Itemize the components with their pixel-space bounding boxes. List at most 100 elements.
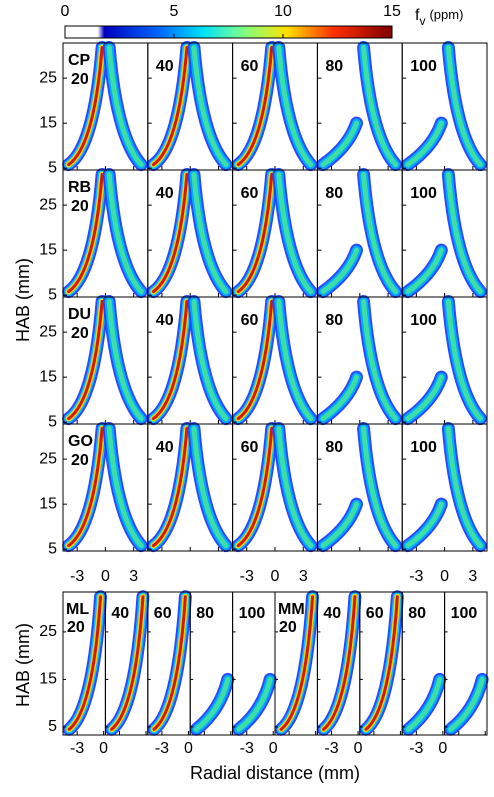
flame-layer bbox=[236, 427, 274, 548]
flame-layer bbox=[276, 172, 314, 295]
x-tick-label: 0 bbox=[438, 740, 447, 757]
panel-label: 40 bbox=[156, 439, 174, 456]
flame-layer bbox=[361, 45, 399, 168]
panel-label: 20 bbox=[71, 71, 89, 88]
panel-label: 60 bbox=[241, 439, 259, 456]
y-tick-label: 15 bbox=[39, 671, 57, 688]
flame-layer bbox=[151, 427, 189, 548]
flame-layer bbox=[151, 46, 189, 167]
x-tick-label: -3 bbox=[240, 568, 254, 585]
flame-layer bbox=[236, 676, 273, 732]
x-axis-label: Radial distance (mm) bbox=[190, 763, 360, 783]
y-tick-label: 5 bbox=[48, 159, 57, 176]
flame-layer bbox=[361, 299, 399, 422]
panel-label: 40 bbox=[156, 312, 174, 329]
y-tick-label: 5 bbox=[48, 286, 57, 303]
y-tick-label: 5 bbox=[48, 413, 57, 430]
panel-label: 60 bbox=[366, 605, 384, 622]
colorbar bbox=[64, 25, 393, 39]
panel-label: 40 bbox=[156, 58, 174, 75]
x-tick-label: 0 bbox=[101, 568, 110, 585]
fuel-label: GO bbox=[68, 433, 93, 450]
flame-layer bbox=[276, 426, 314, 549]
x-tick-label: -3 bbox=[70, 740, 84, 757]
y-axis-label: HAB (mm) bbox=[13, 623, 33, 707]
flame-layer bbox=[320, 120, 360, 168]
panel-label: 100 bbox=[410, 185, 437, 202]
flame-layer bbox=[405, 247, 444, 295]
flame-layer bbox=[236, 300, 274, 421]
colorbar-label: fv (ppm) bbox=[415, 7, 463, 28]
colorbar-tick-label: 10 bbox=[274, 3, 292, 20]
colorbar-tick-label: 15 bbox=[383, 3, 401, 20]
x-tick-label: -3 bbox=[409, 568, 423, 585]
fuel-label: RB bbox=[68, 179, 91, 196]
panel-label: 60 bbox=[154, 605, 172, 622]
panel-label: 40 bbox=[156, 185, 174, 202]
flame-layer bbox=[320, 374, 360, 422]
panel-label: 80 bbox=[325, 185, 343, 202]
flame-layer bbox=[106, 172, 144, 295]
fuel-label: DU bbox=[68, 306, 91, 323]
panel-label: 80 bbox=[325, 312, 343, 329]
fuel-label: MM bbox=[278, 601, 305, 618]
panel-label: 60 bbox=[241, 312, 259, 329]
x-tick-label: -3 bbox=[324, 740, 338, 757]
flame-layer bbox=[193, 676, 231, 732]
flame-layer bbox=[110, 595, 145, 731]
flame-layer bbox=[445, 426, 483, 549]
colorbar-label-unit: (ppm) bbox=[429, 7, 463, 22]
flame-layer bbox=[191, 45, 229, 168]
x-tick-label: 0 bbox=[269, 740, 278, 757]
flame-layer bbox=[276, 299, 314, 422]
panel-label: 80 bbox=[196, 605, 214, 622]
flame-layer bbox=[67, 46, 104, 167]
flame-layer bbox=[361, 172, 399, 295]
flame-layer bbox=[322, 595, 357, 731]
flame-layer bbox=[67, 173, 104, 294]
y-tick-label: 25 bbox=[39, 323, 57, 340]
flame-layer bbox=[364, 595, 399, 731]
flame-layer bbox=[106, 299, 144, 422]
panel-label: 100 bbox=[410, 439, 437, 456]
flame-layer bbox=[276, 45, 314, 168]
y-tick-label: 5 bbox=[48, 718, 57, 735]
panel-label: 60 bbox=[241, 58, 259, 75]
flame-layer bbox=[445, 45, 483, 168]
flame-layer bbox=[405, 374, 444, 422]
x-tick-label: 0 bbox=[354, 740, 363, 757]
panel-label: 80 bbox=[325, 58, 343, 75]
y-tick-label: 25 bbox=[39, 196, 57, 213]
x-tick-label: 0 bbox=[184, 740, 193, 757]
panel-label: 20 bbox=[71, 198, 89, 215]
y-tick-label: 25 bbox=[39, 69, 57, 86]
y-tick-label: 25 bbox=[39, 623, 57, 640]
flame-layer bbox=[151, 173, 189, 294]
panel-label: 80 bbox=[408, 605, 426, 622]
panel-label: 80 bbox=[325, 439, 343, 456]
y-tick-label: 5 bbox=[48, 540, 57, 557]
panel-label: 20 bbox=[71, 325, 89, 342]
x-tick-label: 3 bbox=[129, 568, 138, 585]
flame-layer bbox=[448, 676, 485, 732]
x-tick-label: -3 bbox=[70, 568, 84, 585]
panel-label: 100 bbox=[239, 605, 266, 622]
x-tick-label: 0 bbox=[440, 568, 449, 585]
panel-label: 20 bbox=[67, 619, 85, 636]
panel-label: 20 bbox=[279, 619, 297, 636]
colorbar-label-main: f bbox=[415, 7, 420, 24]
y-tick-label: 15 bbox=[39, 368, 57, 385]
y-axis-label: HAB (mm) bbox=[13, 258, 33, 342]
flame-layer bbox=[152, 595, 187, 731]
flame-layer bbox=[361, 426, 399, 549]
y-tick-label: 15 bbox=[39, 114, 57, 131]
fuel-label: ML bbox=[66, 601, 89, 618]
panel-label: 40 bbox=[111, 605, 129, 622]
x-tick-label: 3 bbox=[299, 568, 308, 585]
flame-layer bbox=[405, 501, 444, 549]
panel-label: 20 bbox=[71, 452, 89, 469]
flame-layer bbox=[191, 172, 229, 295]
y-tick-label: 15 bbox=[39, 241, 57, 258]
